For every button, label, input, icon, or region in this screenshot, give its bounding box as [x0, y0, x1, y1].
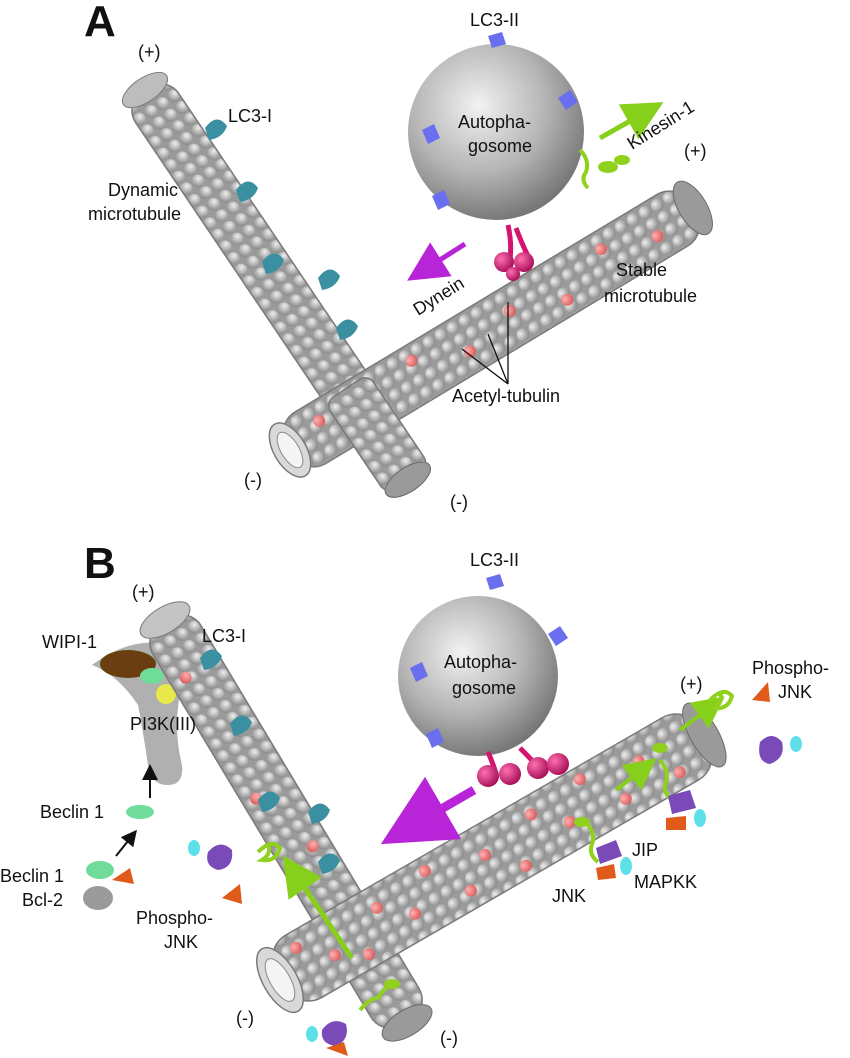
plus-end-label-b-left: (+)	[132, 582, 155, 602]
minus-end-label-b-left: (-)	[236, 1008, 254, 1028]
phospho-jnk-protein-left	[222, 884, 242, 904]
plus-end-label-b-right: (+)	[680, 674, 703, 694]
kinesin-arrow-b-1	[614, 758, 657, 792]
dynamic-microtubule-label-a-1: Dynamic	[108, 180, 178, 200]
lc3-i-label-a: LC3-I	[228, 106, 272, 126]
kinesin-jip-jnk-cargo-right	[652, 743, 706, 830]
pi3k-label: PI3K(III)	[130, 714, 196, 734]
lc3-ii-label-a: LC3-II	[470, 10, 519, 30]
kinesin-arrow-b-2	[678, 696, 725, 732]
mapkk-protein-left	[112, 868, 134, 884]
cyan-protein-right	[790, 736, 802, 752]
autophagosome-label-b-2: gosome	[452, 678, 516, 698]
minus-end-label-b-right: (-)	[440, 1028, 458, 1048]
lc3-i-proteins-b	[200, 649, 340, 874]
stable-microtubule-label-a-2: microtubule	[604, 286, 697, 306]
beclin-1-complex-label: Beclin 1	[0, 866, 64, 886]
panel-b: B (+) (+) (-) (-) LC3-II LC3-I Autopha- …	[0, 539, 829, 1056]
panel-letter-b: B	[84, 539, 116, 588]
bcl-2-protein	[83, 886, 113, 910]
kinesin-jip-jnk-cargo-mid	[574, 817, 632, 880]
stable-microtubule-a	[268, 180, 713, 478]
dynein-arrow-b	[380, 776, 477, 845]
panel-a: A (+) (+) (-) (-) LC3-II LC3-I Autopha- …	[84, 0, 713, 512]
phospho-jnk-protein-right	[752, 682, 770, 702]
beclin-complex-arrow	[115, 829, 137, 857]
mapkk-label: MAPKK	[634, 872, 697, 892]
phospho-jnk-label-left-2: JNK	[164, 932, 198, 952]
minus-end-label-a-left: (-)	[244, 470, 262, 490]
lc3-ii-proteins-a	[422, 32, 578, 210]
kinesin-motor-a	[578, 148, 630, 190]
autophagosome-a	[408, 44, 584, 220]
kinesin-arrow-a	[598, 102, 664, 141]
wipi-1-label: WIPI-1	[42, 632, 97, 652]
autophagosome-b	[398, 596, 558, 756]
jnk-protein-right	[759, 736, 783, 764]
plus-end-label-a-left: (+)	[138, 42, 161, 62]
dynamic-microtubule-label-a-2: microtubule	[88, 204, 181, 224]
lc3-i-label-b: LC3-I	[202, 626, 246, 646]
jnk-label: JNK	[552, 886, 586, 906]
acetyl-tubulin-pointers-a	[461, 302, 509, 385]
acetyl-tubulin-label-a: Acetyl-tubulin	[452, 386, 560, 406]
phospho-jnk-label-right-2: JNK	[778, 682, 812, 702]
jnk-protein-left	[207, 844, 233, 870]
jip-label: JIP	[632, 840, 658, 860]
autophagosome-label-b-1: Autopha-	[444, 652, 517, 672]
phospho-jnk-label-left-1: Phospho-	[136, 908, 213, 928]
beclin-on-membrane	[140, 668, 164, 684]
lc3-ii-label-b: LC3-II	[470, 550, 519, 570]
stable-microtubule-label-a-1: Stable	[616, 260, 667, 280]
released-kinesin-left	[256, 841, 283, 863]
dynein-motor-a	[494, 224, 534, 281]
phagophore-membrane	[92, 642, 190, 785]
wipi-1-protein	[100, 650, 156, 678]
panel-letter-a: A	[84, 0, 116, 46]
dynein-label-a: Dynein	[410, 273, 468, 320]
minus-end-label-a-right: (-)	[450, 492, 468, 512]
autophagosome-label-a-2: gosome	[468, 136, 532, 156]
released-kinesin-right	[708, 689, 735, 711]
dynein-arrow-a	[407, 241, 467, 281]
beclin-1-complex	[86, 861, 114, 879]
lc3-i-proteins-a	[205, 119, 358, 340]
pi3k-protein	[156, 684, 176, 704]
dynein-motors-b	[477, 746, 569, 787]
lc3-ii-proteins-b	[410, 574, 568, 748]
beclin-1-label: Beclin 1	[40, 802, 104, 822]
autophagosome-label-a-1: Autopha-	[458, 112, 531, 132]
cyan-protein-left	[188, 840, 200, 856]
dynamic-microtubule-a-front	[327, 377, 431, 498]
phospho-jnk-label-right-1: Phospho-	[752, 658, 829, 678]
plus-end-label-a-right: (+)	[684, 141, 707, 161]
kinesin-jip-jnk-cargo-bottom	[306, 979, 400, 1056]
beclin-1-free	[126, 805, 154, 819]
kinesin-arrow-b-left	[282, 855, 355, 960]
bcl-2-label: Bcl-2	[22, 890, 63, 910]
